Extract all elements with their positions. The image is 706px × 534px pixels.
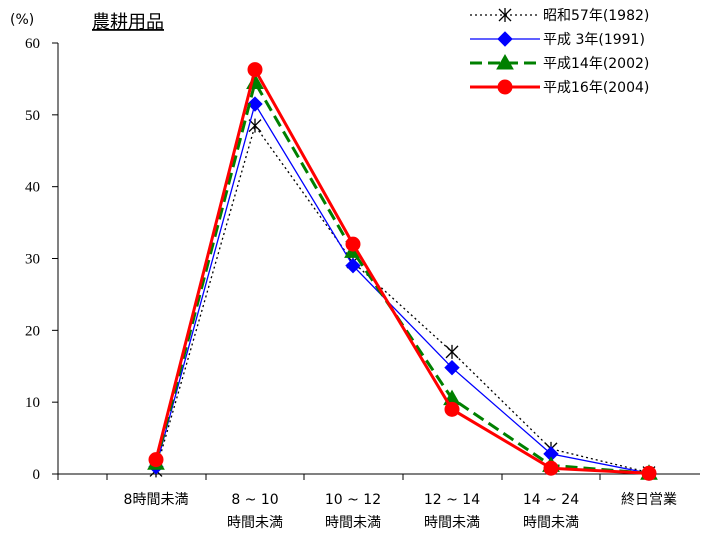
y-tick-label: 20 xyxy=(25,323,40,339)
x-tick-label: 8時間未満 xyxy=(124,492,189,508)
data-point xyxy=(445,344,459,359)
series-line xyxy=(154,65,650,475)
series-1 xyxy=(149,118,656,480)
data-point xyxy=(497,31,513,47)
data-point xyxy=(345,257,361,274)
data-point xyxy=(247,96,263,112)
x-tick-label: 12 ~ 14 時間未満 xyxy=(424,492,480,531)
legend-item: 昭和57年(1982) xyxy=(470,8,649,24)
y-tick-label: 10 xyxy=(25,395,40,411)
y-axis-unit: (%) xyxy=(10,12,34,28)
legend: 昭和57年(1982) 平成 3年(1991) 平成14年(2002) 平成16年(2… xyxy=(470,8,649,96)
data-point xyxy=(641,465,657,481)
legend-item: 平成 3年(1991) xyxy=(470,31,645,48)
x-tick-label: 終日営業 xyxy=(621,492,677,508)
x-tick-label: 10 ~ 12 時間未満 xyxy=(325,492,381,531)
y-tick-label: 0 xyxy=(33,467,41,483)
data-point xyxy=(498,8,512,22)
legend-label: 平成14年(2002) xyxy=(543,56,649,72)
y-tick-label: 60 xyxy=(25,36,40,52)
chart-title: 農耕用品 xyxy=(92,12,164,33)
data-point xyxy=(247,62,263,78)
data-point xyxy=(543,460,559,476)
series-2 xyxy=(148,96,657,481)
data-point xyxy=(345,236,361,252)
data-point xyxy=(444,359,460,376)
series-line xyxy=(155,102,650,474)
series-4 xyxy=(148,62,657,481)
series-3 xyxy=(147,73,658,480)
legend-label: 昭和57年(1982) xyxy=(543,8,649,24)
series-layer xyxy=(147,62,658,481)
legend-label: 平成 3年(1991) xyxy=(543,32,645,48)
series-line xyxy=(155,124,650,474)
data-point xyxy=(248,118,262,133)
legend-item: 平成16年(2004) xyxy=(470,79,649,96)
data-point xyxy=(444,401,460,417)
y-tick-label: 50 xyxy=(25,108,40,124)
axes: 0 10 20 30 40 50 60 8時間未満 8 ~ 10 時間未満 10 ~ 12 時間未満 1… xyxy=(25,36,700,531)
y-tick-label: 40 xyxy=(25,180,40,196)
x-tick-label: 8 ~ 10 時間未満 xyxy=(227,492,283,531)
legend-label: 平成16年(2004) xyxy=(543,80,649,96)
data-point xyxy=(148,452,164,468)
y-tick-label: 30 xyxy=(25,252,40,268)
legend-item: 平成14年(2002) xyxy=(470,53,649,72)
series-line xyxy=(154,78,650,475)
x-tick-label: 14 ~ 24 時間未満 xyxy=(523,492,579,531)
data-point xyxy=(497,79,513,95)
data-point xyxy=(496,53,514,70)
